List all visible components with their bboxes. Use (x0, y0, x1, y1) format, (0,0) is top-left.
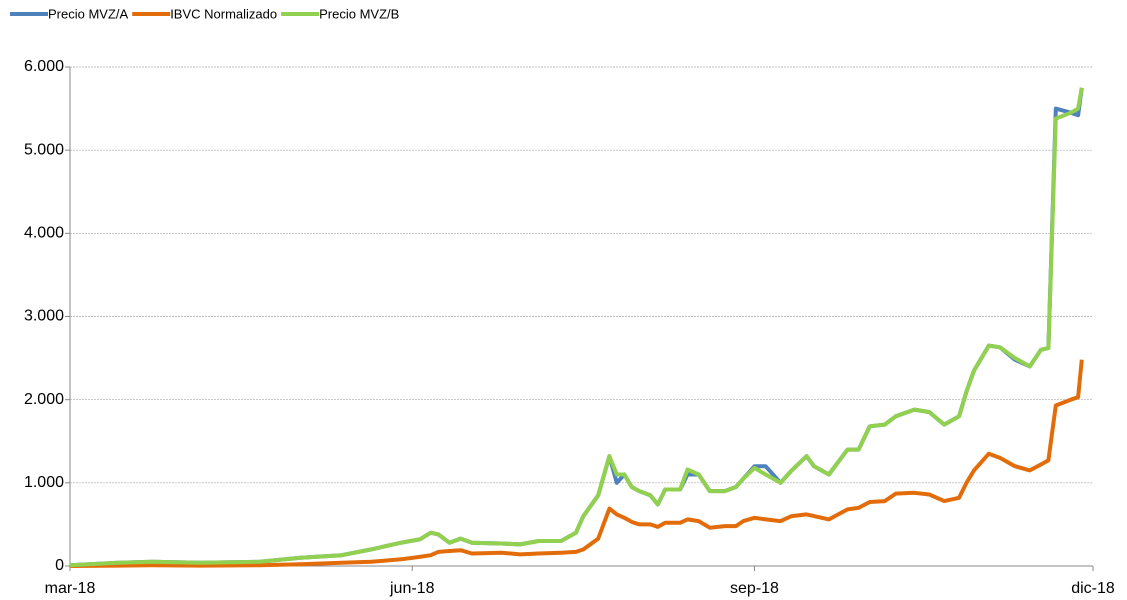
y-tick-label: 5.000 (24, 141, 64, 158)
legend-label: Precio MVZ/B (319, 6, 399, 21)
y-tick-label: 3.000 (24, 308, 64, 325)
y-tick-label: 1.000 (24, 474, 64, 491)
legend-label: IBVC Normalizado (170, 6, 277, 21)
y-tick-label: 0 (55, 557, 64, 574)
x-tick-label: dic-18 (1071, 580, 1115, 597)
y-tick-label: 4.000 (24, 225, 64, 242)
x-tick-label: sep-18 (730, 580, 779, 597)
series-line (69, 87, 1084, 568)
y-tick-label: 6.000 (24, 58, 64, 75)
series-line (69, 359, 1084, 568)
legend-label: Precio MVZ/A (48, 6, 129, 21)
x-tick-label: mar-18 (45, 580, 96, 597)
x-tick-label: jun-18 (389, 580, 435, 597)
y-tick-label: 2.000 (24, 391, 64, 408)
